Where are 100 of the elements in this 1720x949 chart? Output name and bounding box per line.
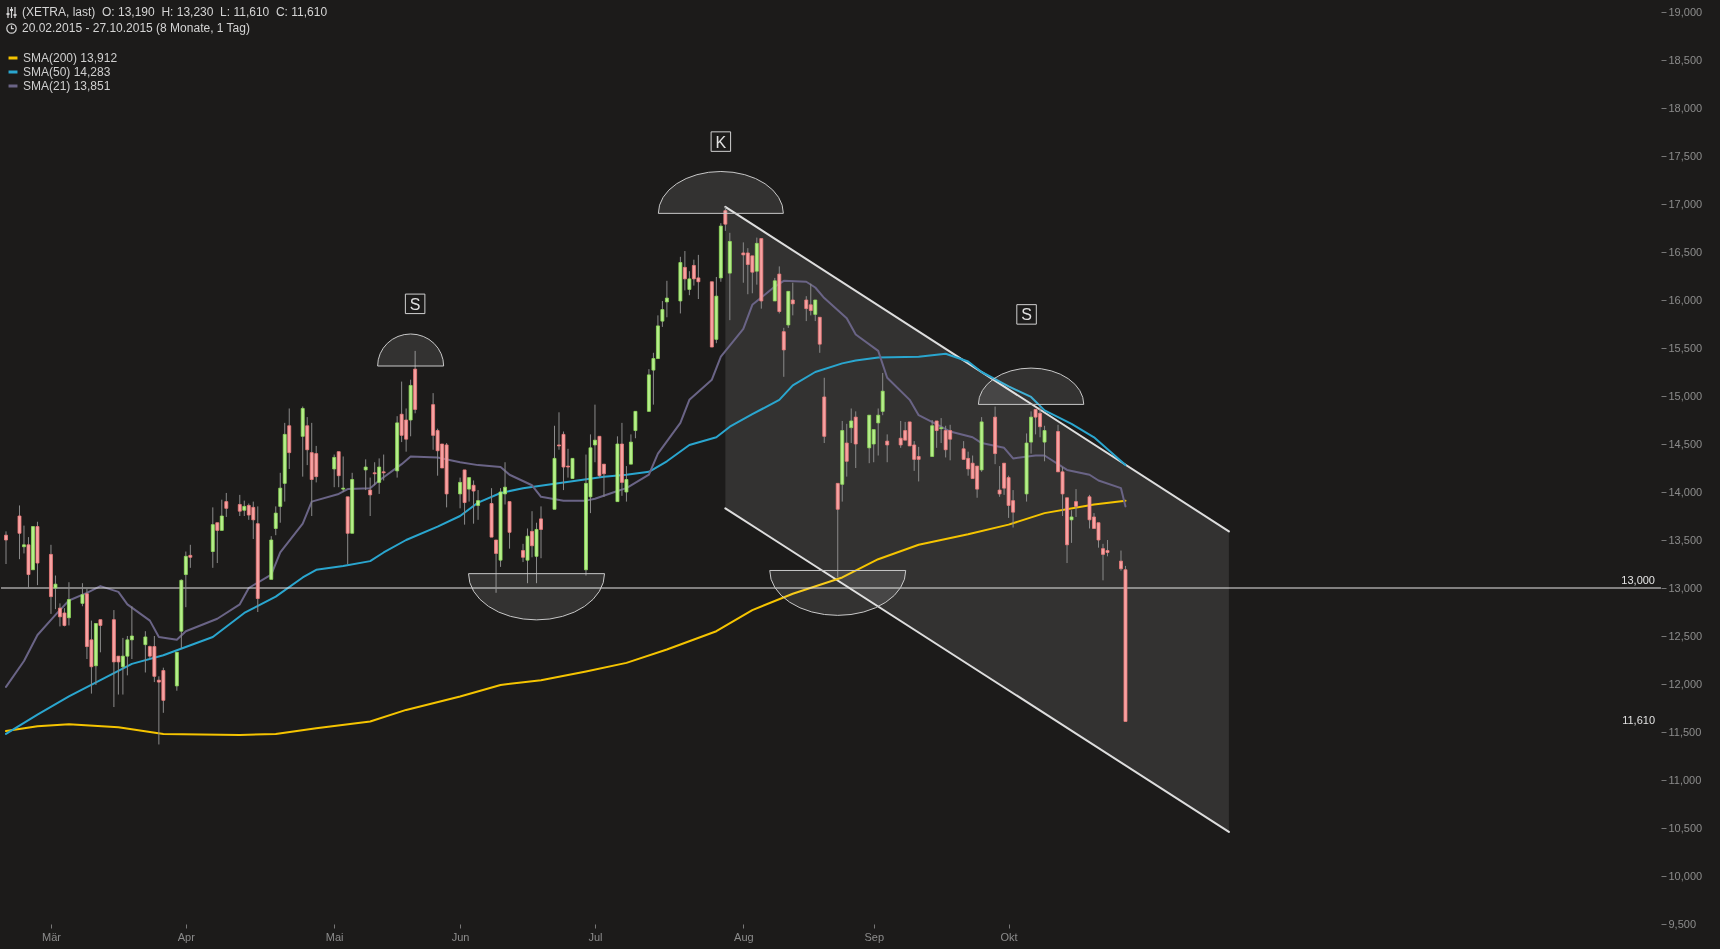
y-tick-label: 15,500 bbox=[1668, 341, 1703, 354]
annotation: K bbox=[715, 133, 727, 151]
candlestick bbox=[682, 250, 687, 291]
candlestick bbox=[741, 241, 746, 284]
candlestick bbox=[530, 510, 534, 558]
candlestick bbox=[790, 282, 795, 316]
legend-label: SMA(200) 13,912 bbox=[23, 51, 118, 65]
legend-label: SMA(21) 13,851 bbox=[23, 79, 111, 93]
candlestick bbox=[215, 522, 220, 564]
candlestick bbox=[1087, 494, 1092, 529]
candlestick bbox=[849, 407, 854, 444]
candlestick bbox=[844, 423, 849, 478]
candlestick bbox=[372, 461, 377, 486]
candlestick bbox=[368, 477, 373, 517]
y-tick-label: 10,000 bbox=[1668, 869, 1703, 882]
x-tick-label: Apr bbox=[177, 930, 196, 943]
line-series bbox=[5, 352, 1127, 735]
candlestick bbox=[363, 458, 368, 491]
candlestick bbox=[633, 410, 638, 439]
candlestick bbox=[813, 299, 818, 322]
candlestick bbox=[219, 499, 224, 531]
candlestick bbox=[22, 525, 26, 554]
candlestick bbox=[341, 455, 346, 493]
y-tick-label: 13,000 bbox=[1668, 581, 1703, 594]
candlestick bbox=[476, 489, 480, 521]
candlestick bbox=[377, 457, 382, 495]
candlestick bbox=[381, 454, 386, 481]
candlestick bbox=[4, 530, 8, 565]
candlestick bbox=[745, 247, 750, 295]
annotation: S bbox=[1021, 306, 1032, 324]
candlestick bbox=[98, 619, 103, 653]
y-tick-label: 18,000 bbox=[1668, 101, 1703, 114]
line-series bbox=[5, 499, 1127, 736]
x-tick-label: Okt bbox=[1000, 930, 1018, 943]
candlestick bbox=[314, 445, 319, 483]
y-tick-label: 19,000 bbox=[1668, 5, 1703, 18]
candlestick bbox=[916, 446, 921, 482]
line-series bbox=[5, 279, 1127, 688]
candlestick bbox=[53, 575, 58, 610]
candlestick bbox=[781, 327, 786, 378]
candlestick bbox=[539, 505, 543, 559]
chart-title: (XETRA, last) O: 13,190 H: 13,230 L: 11,610 C: 11,610 bbox=[22, 4, 328, 20]
y-tick-label: 11,500 bbox=[1668, 725, 1702, 738]
text: 20.02.2015 - 27.10.2015 (8 Monate, 1 Tag) bbox=[22, 20, 250, 36]
y-tick-label: 17,500 bbox=[1668, 149, 1703, 162]
annotation: S bbox=[409, 295, 421, 313]
y-tick-label: 12,000 bbox=[1668, 677, 1703, 690]
candlestick bbox=[997, 465, 1002, 498]
candlestick bbox=[934, 420, 939, 449]
y-tick-label: 14,500 bbox=[1668, 437, 1703, 450]
candlestick bbox=[808, 283, 813, 316]
ref-line-label: 13,000 bbox=[1621, 574, 1655, 586]
candlestick bbox=[939, 417, 944, 444]
y-tick-label: 14,000 bbox=[1668, 485, 1703, 498]
candlestick bbox=[750, 255, 755, 294]
candlestick bbox=[336, 451, 341, 488]
candlestick bbox=[629, 433, 633, 465]
candlestick bbox=[880, 372, 885, 416]
y-tick-label: 10,500 bbox=[1668, 821, 1703, 834]
candlestick bbox=[521, 543, 525, 563]
x-tick-label: Sep bbox=[864, 930, 884, 943]
candlestick bbox=[876, 407, 881, 457]
candlestick bbox=[305, 416, 310, 466]
candlestick bbox=[494, 539, 498, 594]
x-tick-label: Jul bbox=[588, 930, 603, 943]
y-tick-label: 12,500 bbox=[1668, 629, 1703, 642]
candlestick bbox=[273, 505, 278, 536]
candlestick bbox=[696, 254, 701, 300]
candlestick bbox=[129, 605, 134, 660]
x-tick-label: Mai bbox=[325, 930, 344, 943]
candlestick bbox=[471, 479, 476, 525]
y-tick-label: 11,000 bbox=[1668, 773, 1702, 786]
y-tick-label: 18,500 bbox=[1668, 53, 1703, 66]
candlestick bbox=[17, 504, 22, 560]
legend-label: SMA(50) 14,283 bbox=[23, 65, 111, 79]
candlestick bbox=[885, 433, 890, 463]
candlestick bbox=[224, 492, 229, 518]
x-tick-label: Aug bbox=[734, 930, 754, 943]
candlestick bbox=[251, 501, 256, 540]
candlestick bbox=[67, 581, 71, 626]
candlestick bbox=[332, 454, 337, 488]
y-tick-label: 13,500 bbox=[1668, 533, 1703, 546]
candlestick bbox=[772, 277, 777, 302]
x-tick-label: Jun bbox=[451, 930, 470, 943]
y-tick-label: 15,000 bbox=[1668, 389, 1703, 402]
candlestick bbox=[467, 477, 471, 503]
candlestick bbox=[80, 582, 85, 607]
annotation: 11,610 bbox=[1622, 714, 1655, 727]
candlestick bbox=[1074, 488, 1078, 518]
candlestick bbox=[237, 494, 242, 517]
y-tick-label: 16,000 bbox=[1668, 293, 1703, 306]
candlestick bbox=[188, 544, 193, 569]
candlestick bbox=[183, 551, 188, 608]
y-tick-label: 16,500 bbox=[1668, 245, 1703, 258]
candlestick bbox=[458, 477, 462, 509]
y-tick-label: 17,000 bbox=[1668, 197, 1703, 210]
candlestick bbox=[278, 472, 283, 524]
candlestick bbox=[898, 420, 903, 449]
candlestick bbox=[143, 630, 148, 673]
y-tick-label: 9,500 bbox=[1668, 917, 1697, 930]
